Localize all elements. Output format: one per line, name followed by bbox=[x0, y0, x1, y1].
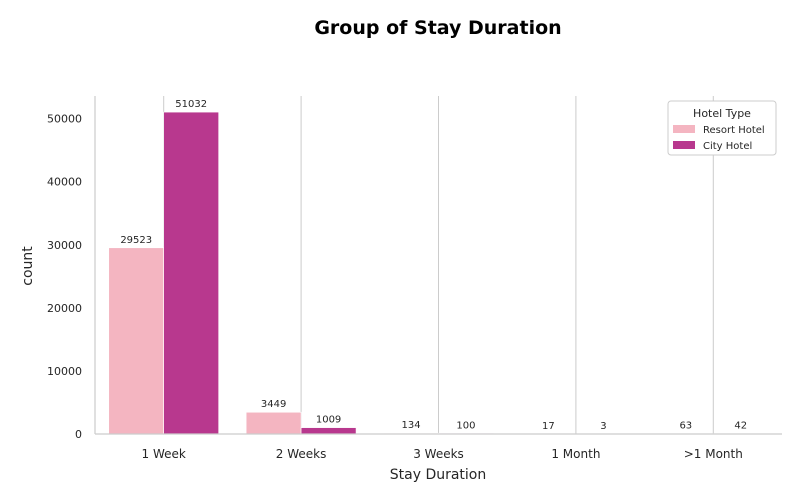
legend-swatch bbox=[673, 141, 695, 149]
legend-entry: City Hotel bbox=[703, 141, 752, 152]
chart-title: Group of Stay Duration bbox=[314, 17, 561, 39]
x-tick-labels: 1 Week 2 Weeks 3 Weeks 1 Month >1 Month bbox=[142, 447, 743, 461]
x-tick-label: 2 Weeks bbox=[276, 447, 327, 461]
bar-resort-0 bbox=[108, 247, 164, 435]
x-tick-label: 1 Month bbox=[551, 447, 600, 461]
bar-value-label: 42 bbox=[734, 421, 747, 432]
bar-labels: 29523 3449 134 17 63 51032 1009 100 3 42 bbox=[120, 99, 747, 432]
bar-value-label: 63 bbox=[679, 421, 692, 432]
y-tick-label: 0 bbox=[75, 428, 82, 441]
bar-value-label: 134 bbox=[401, 420, 420, 431]
bar-value-label: 29523 bbox=[120, 235, 152, 246]
bar-value-label: 3449 bbox=[261, 399, 286, 410]
bar-value-label: 51032 bbox=[175, 99, 207, 110]
x-tick-label: >1 Month bbox=[684, 447, 743, 461]
x-tick-label: 1 Week bbox=[142, 447, 186, 461]
grid-lines bbox=[163, 96, 714, 434]
y-tick-labels: 0 10000 20000 30000 40000 50000 bbox=[47, 113, 82, 441]
bar-value-label: 3 bbox=[600, 421, 606, 432]
y-tick-label: 20000 bbox=[47, 302, 82, 315]
x-tick-label: 3 Weeks bbox=[413, 447, 464, 461]
legend-swatch bbox=[673, 125, 695, 133]
bar-resort-1 bbox=[245, 411, 302, 435]
axes bbox=[94, 96, 782, 435]
y-axis-label: count bbox=[20, 246, 36, 286]
legend: Hotel Type Resort Hotel City Hotel bbox=[667, 100, 777, 156]
bar-city-0 bbox=[163, 111, 219, 435]
y-tick-label: 30000 bbox=[47, 239, 82, 252]
legend-entry: Resort Hotel bbox=[703, 125, 765, 136]
legend-title: Hotel Type bbox=[693, 107, 751, 120]
bar-value-label: 17 bbox=[542, 421, 555, 432]
bar-city-1 bbox=[300, 427, 357, 435]
y-tick-label: 10000 bbox=[47, 365, 82, 378]
bar-value-label: 1009 bbox=[316, 415, 341, 426]
y-tick-label: 50000 bbox=[47, 113, 82, 126]
y-tick-label: 40000 bbox=[47, 176, 82, 189]
bar-value-label: 100 bbox=[456, 420, 475, 431]
x-axis-label: Stay Duration bbox=[390, 467, 487, 483]
